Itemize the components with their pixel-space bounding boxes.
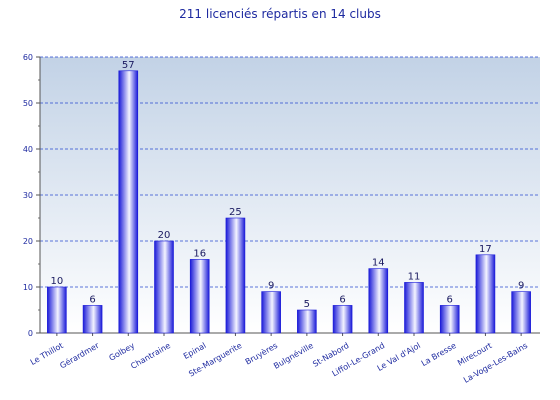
bar-7 bbox=[297, 309, 317, 334]
data-label-5: 25 bbox=[229, 207, 242, 218]
bar-4 bbox=[189, 259, 210, 334]
bar-9 bbox=[368, 268, 389, 334]
y-tick-label-30: 30 bbox=[23, 191, 33, 200]
category-label-3: Chantraine bbox=[129, 341, 172, 371]
data-label-6: 9 bbox=[268, 281, 274, 292]
y-tick-label-20: 20 bbox=[23, 237, 33, 246]
category-label-1: Gérardmer bbox=[58, 340, 101, 371]
bar-3 bbox=[154, 240, 174, 334]
bar-12 bbox=[475, 254, 496, 334]
bar-2 bbox=[118, 70, 139, 334]
category-label-2: Golbey bbox=[107, 341, 136, 363]
grid-lines bbox=[40, 56, 540, 288]
bar-13 bbox=[511, 291, 531, 334]
y-tick-label-0: 0 bbox=[28, 329, 33, 338]
category-label-4: Epinal bbox=[182, 341, 208, 361]
data-label-12: 17 bbox=[479, 244, 492, 255]
chart-title: 211 licenciés répartis en 14 clubs bbox=[179, 7, 381, 21]
bar-1 bbox=[82, 305, 103, 334]
data-labels: 10 6 57 20 16 25 9 5 6 14 11 6 17 9 bbox=[50, 60, 524, 310]
data-label-10: 11 bbox=[408, 271, 421, 282]
bar-10 bbox=[404, 282, 424, 334]
data-label-13: 9 bbox=[518, 281, 524, 292]
data-label-9: 14 bbox=[372, 258, 385, 269]
category-label-11: La Bresse bbox=[420, 341, 458, 368]
data-label-0: 10 bbox=[50, 276, 63, 287]
data-label-2: 57 bbox=[122, 60, 135, 71]
bar-6 bbox=[261, 291, 281, 334]
y-tick-label-60: 60 bbox=[23, 53, 33, 62]
y-tick-label-40: 40 bbox=[23, 145, 33, 154]
y-tick-label-10: 10 bbox=[23, 283, 33, 292]
category-label-13: La-Voge-Les-Bains bbox=[462, 341, 529, 385]
bar-11 bbox=[439, 305, 460, 334]
bar-0 bbox=[47, 286, 67, 334]
data-label-3: 20 bbox=[158, 230, 171, 241]
data-label-4: 16 bbox=[193, 248, 206, 259]
data-label-1: 6 bbox=[89, 294, 95, 305]
data-label-11: 6 bbox=[447, 294, 453, 305]
y-tick-label-50: 50 bbox=[23, 99, 33, 108]
bar-8 bbox=[332, 305, 353, 334]
data-label-7: 5 bbox=[304, 299, 310, 310]
data-label-8: 6 bbox=[339, 294, 345, 305]
bar-5 bbox=[225, 217, 246, 334]
category-label-7: Bulgnéville bbox=[272, 340, 315, 371]
bars bbox=[47, 70, 531, 334]
